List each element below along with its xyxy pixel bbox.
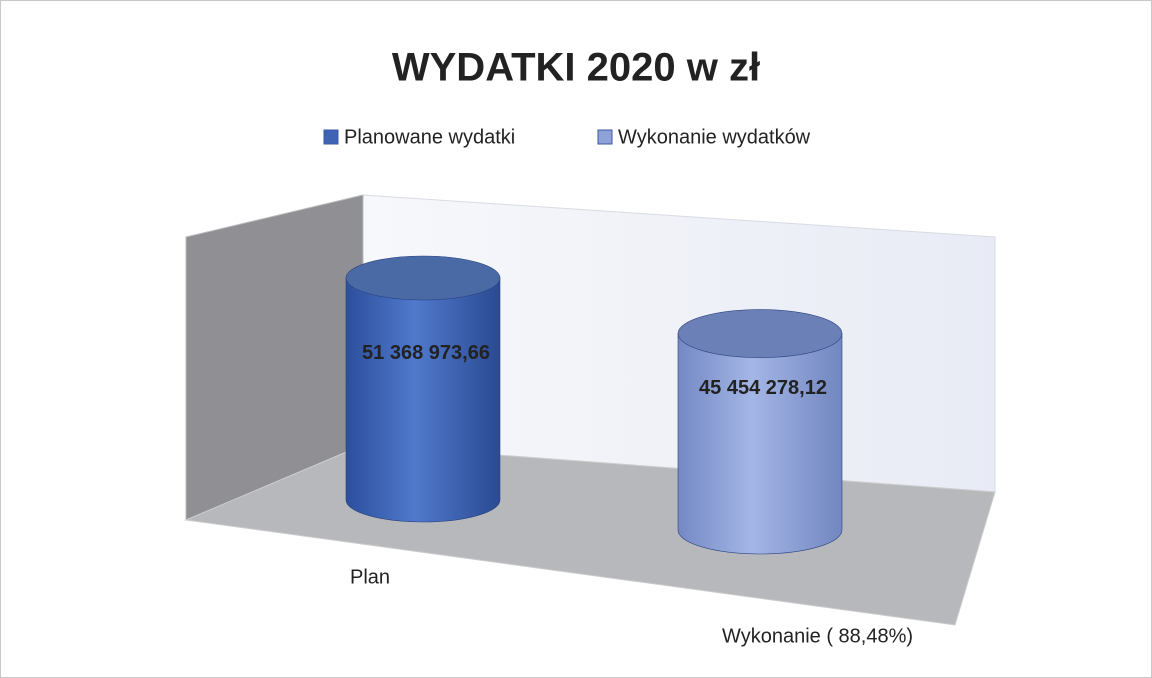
chart-title: WYDATKI 2020 w zł xyxy=(392,46,760,90)
cylinder-body xyxy=(677,333,843,555)
cylinder-body xyxy=(345,277,501,523)
legend-swatch xyxy=(597,129,613,145)
legend-label: Planowane wydatki xyxy=(344,126,515,148)
cylinder: 51 368 973,66 xyxy=(345,255,501,523)
legend-label: Wykonanie wydatków xyxy=(618,126,811,148)
value-label: 45 454 278,12 xyxy=(699,377,827,399)
x-tick-label: Plan xyxy=(350,566,390,588)
plot: Plan Wykonanie ( 88,48%) 51 368 973,66 45 4… xyxy=(345,255,913,647)
legend: Planowane wydatki Wykonanie wydatków xyxy=(323,126,811,148)
cylinder: 45 454 278,12 xyxy=(677,309,843,555)
cylinder-top xyxy=(345,255,501,301)
value-label: 51 368 973,66 xyxy=(362,342,490,364)
legend-swatch xyxy=(323,129,339,145)
cylinder-top xyxy=(677,309,843,358)
x-tick-label: Wykonanie ( 88,48%) xyxy=(722,625,913,647)
